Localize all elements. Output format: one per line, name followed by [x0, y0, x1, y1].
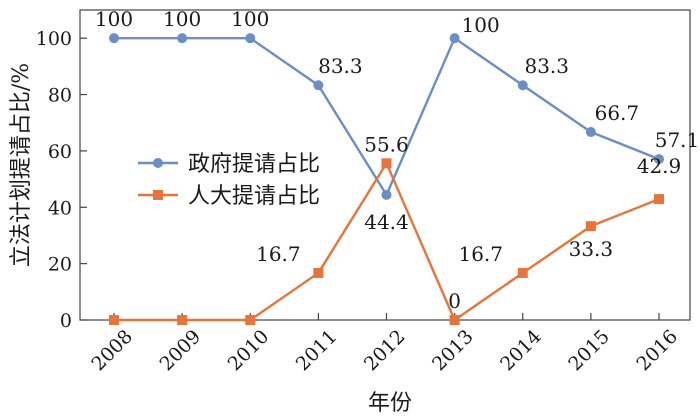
series-0-point	[313, 80, 324, 91]
series-layer	[109, 33, 664, 325]
plot-frame	[79, 9, 691, 321]
series-0-point	[177, 33, 188, 44]
x-axis-title: 年份	[368, 391, 412, 416]
x-tick-label: 2010	[224, 326, 274, 376]
series-1-data-label: 33.3	[569, 237, 614, 261]
x-tick-label: 2014	[496, 326, 546, 376]
series-0-data-label: 57.1	[655, 128, 700, 152]
x-tick-label: 2012	[360, 326, 410, 376]
x-tick-label: 2013	[428, 326, 478, 376]
series-1-data-label: 42.9	[637, 154, 682, 178]
x-tick-label: 2009	[156, 326, 206, 376]
series-1-point	[313, 267, 324, 278]
series-1-point	[517, 267, 528, 278]
series-0-data-label: 83.3	[524, 54, 569, 78]
series-0-data-label: 100	[163, 7, 201, 31]
legend-marker-0	[153, 158, 163, 168]
y-tick-label: 60	[48, 141, 72, 163]
series-0-data-label: 83.3	[318, 54, 363, 78]
series-0-point	[585, 127, 596, 138]
series-0-point	[449, 33, 460, 44]
series-0-point	[654, 154, 664, 165]
series-0-point	[245, 33, 256, 44]
series-1-data-label: 55.6	[364, 132, 409, 156]
legend-marker-1	[153, 190, 163, 200]
series-1-point	[585, 221, 596, 232]
series-1-data-label: 16.7	[458, 242, 503, 266]
y-tick-label: 80	[48, 85, 72, 107]
y-axis-title: 立法计划提请占比/%	[9, 63, 34, 267]
series-1-point	[449, 315, 460, 325]
series-1-point	[245, 315, 256, 325]
x-tick-label: 2011	[292, 326, 342, 376]
series-1-data-label: 0	[448, 289, 461, 313]
data-labels: 100 100 100 83.3 44.4 100 83.3 66.7 57.1 16.7 55.6…	[95, 7, 699, 313]
series-1-point	[654, 194, 664, 205]
x-tick-label: 2016	[632, 326, 682, 376]
legend-label-0: 政府提请占比	[188, 152, 320, 177]
series-1-point	[177, 315, 188, 325]
y-tick-label: 40	[48, 197, 72, 219]
y-tick-label: 0	[60, 310, 72, 332]
series-0-point	[109, 33, 119, 44]
series-0-data-label: 100	[462, 13, 500, 37]
legend-label-1: 人大提请占比	[188, 184, 320, 209]
series-1-point	[381, 158, 392, 169]
series-0-data-label: 66.7	[595, 101, 640, 125]
y-tick-label: 20	[48, 254, 72, 276]
series-1-data-label: 16.7	[256, 242, 301, 266]
x-tick-label: 2008	[87, 326, 137, 376]
series-0-data-label: 100	[231, 7, 269, 31]
x-tick-label: 2015	[564, 326, 614, 376]
series-0-data-label: 100	[95, 7, 133, 31]
series-0-point	[381, 189, 392, 200]
series-1-point	[109, 315, 119, 325]
series-0-point	[517, 80, 528, 91]
series-0-data-label: 44.4	[364, 210, 409, 234]
y-tick-label: 100	[36, 28, 72, 50]
